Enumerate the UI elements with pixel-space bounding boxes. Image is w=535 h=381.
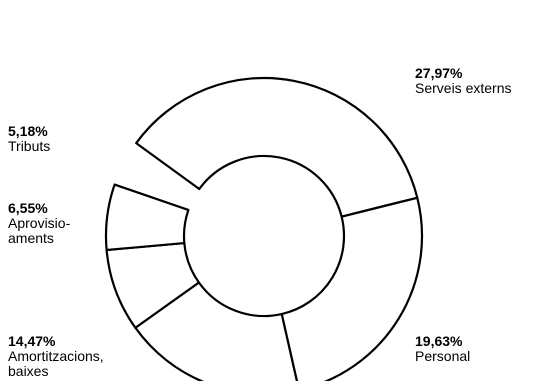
donut-slice-serveis — [135, 76, 419, 218]
slice-name-label: Amortitzacions, baixes — [8, 348, 104, 379]
slice-label-personal: 19,63% Personal — [415, 334, 470, 364]
slice-label-aprovisionaments: 6,55% Aprovisio- aments — [8, 201, 70, 246]
slice-value-label: 5,18% — [8, 123, 48, 139]
slice-value-label: 14,47% — [8, 333, 56, 349]
slice-value-label: 27,97% — [415, 65, 463, 81]
slice-name-label: Tributs — [8, 138, 51, 154]
slice-value-label: 19,63% — [415, 333, 463, 349]
donut-slice-amortitzacions — [134, 281, 298, 381]
slice-label-serveis-externs: 27,97% Serveis externs — [415, 66, 511, 96]
slice-value-label: 6,55% — [8, 200, 48, 216]
slice-name-label: Serveis externs — [415, 80, 512, 96]
slice-label-amortitzacions: 14,47% Amortitzacions, baixes — [8, 334, 104, 379]
slice-name-label: Personal — [415, 348, 471, 364]
donut-slices — [104, 76, 424, 381]
donut-slice-personal — [280, 196, 424, 381]
slice-name-label: Aprovisio- aments — [8, 215, 71, 246]
slice-label-tributs: 5,18% Tributs — [8, 124, 50, 154]
donut-slice-tributs — [104, 183, 190, 252]
